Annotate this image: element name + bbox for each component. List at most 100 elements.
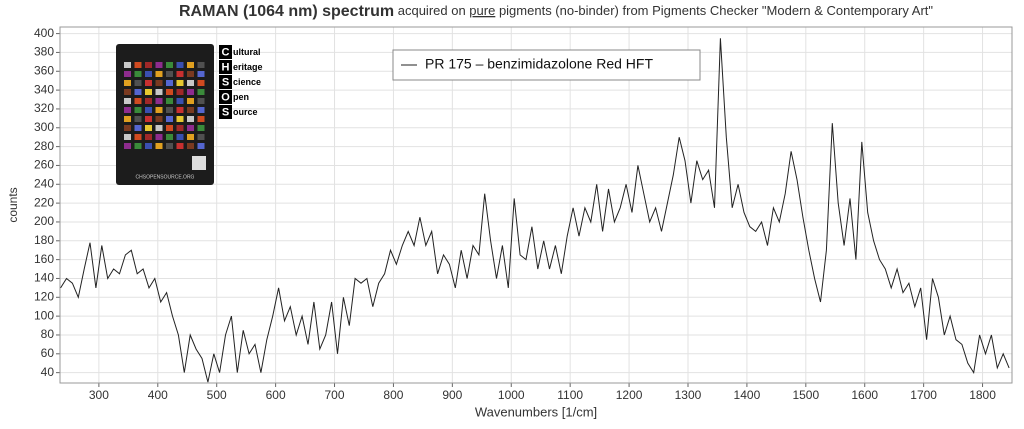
inset-swatch [176, 62, 184, 68]
x-tick-label: 1100 [557, 388, 583, 402]
logo-letter: S [222, 106, 229, 118]
inset-swatch [134, 89, 142, 95]
inset-swatch [166, 134, 173, 140]
inset-swatch [134, 107, 142, 113]
title-part: pigments (no-binder) from Pigments Check… [495, 3, 933, 18]
logo-letter: S [222, 76, 229, 88]
inset-swatch [134, 134, 142, 140]
inset-swatch [187, 116, 194, 122]
inset-swatch [124, 89, 131, 95]
legend-box [392, 49, 701, 81]
inset-swatch [166, 107, 173, 113]
plot-frame [59, 26, 1013, 384]
inset-swatch [145, 71, 152, 77]
inset-swatch [124, 116, 131, 122]
inset-swatch [176, 80, 184, 86]
inset-swatch [145, 143, 152, 149]
inset-swatch [124, 134, 131, 140]
y-tick-label: 160 [34, 252, 54, 266]
inset-swatch [145, 62, 152, 68]
inset-swatch [124, 62, 131, 68]
inset-swatch [197, 62, 205, 68]
inset-swatch [155, 89, 163, 95]
inset-swatch [155, 80, 163, 86]
logo-box [219, 75, 232, 89]
logo-word: eritage [233, 62, 263, 72]
inset-swatch [166, 98, 173, 104]
inset-swatch [187, 71, 194, 77]
inset-swatch [187, 62, 194, 68]
title-part: pure [469, 3, 495, 18]
inset-swatch [155, 143, 163, 149]
inset-swatch [187, 125, 194, 131]
y-tick-label: 380 [34, 45, 54, 59]
inset-swatch [197, 107, 205, 113]
inset-swatch [166, 62, 173, 68]
title-part: RAMAN (1064 nm) spectrum [179, 3, 394, 20]
inset-swatch [124, 98, 131, 104]
logo-box [219, 90, 232, 104]
inset-swatch [145, 80, 152, 86]
x-axis-label: Wavenumbers [1/cm] [475, 404, 597, 419]
inset-swatch [197, 134, 205, 140]
x-tick-label: 1000 [498, 388, 525, 402]
inset-swatch [187, 80, 194, 86]
inset-swatch [197, 80, 205, 86]
inset-photo [116, 44, 214, 185]
inset-swatch [145, 98, 152, 104]
inset-swatch [134, 71, 142, 77]
x-tick-label: 1500 [792, 388, 819, 402]
y-tick-label: 140 [34, 271, 54, 285]
inset-swatch [124, 125, 131, 131]
inset-swatch [134, 80, 142, 86]
inset-swatch [176, 98, 184, 104]
x-tick-label: 1200 [616, 388, 643, 402]
inset-swatch [197, 98, 205, 104]
logo-word: ultural [233, 47, 261, 57]
inset-swatch [176, 89, 184, 95]
legend-label: PR 175 – benzimidazolone Red HFT [425, 56, 653, 72]
inset-swatch [166, 125, 173, 131]
inset-swatch [187, 143, 194, 149]
inset-swatch [155, 98, 163, 104]
x-tick-label: 1600 [851, 388, 878, 402]
logo-letter: O [221, 91, 230, 103]
x-tick-label: 1400 [734, 388, 761, 402]
inset-swatch [197, 89, 205, 95]
inset-swatch [176, 143, 184, 149]
inset-swatch [145, 107, 152, 113]
inset-swatch [197, 125, 205, 131]
inset-qr [192, 156, 206, 170]
inset-swatch [145, 89, 152, 95]
inset-swatch [187, 98, 194, 104]
inset-swatch [124, 143, 131, 149]
inset-swatch [187, 134, 194, 140]
inset-swatch [197, 143, 205, 149]
inset-swatch [176, 107, 184, 113]
inset-swatch [124, 71, 131, 77]
x-tick-label: 600 [266, 388, 286, 402]
logo-word: pen [233, 92, 249, 102]
inset-swatch [155, 116, 163, 122]
inset-caption: CHSOPENSOURCE.ORG [136, 174, 195, 180]
y-tick-label: 220 [34, 195, 54, 209]
inset-swatch [145, 125, 152, 131]
logo-box [219, 105, 232, 119]
inset-swatch [176, 116, 184, 122]
y-tick-label: 120 [34, 289, 54, 303]
inset-swatch [176, 71, 184, 77]
x-tick-label: 400 [148, 388, 168, 402]
y-tick-label: 260 [34, 158, 54, 172]
y-tick-label: 180 [34, 233, 54, 247]
logo-word: cience [233, 77, 261, 87]
inset-swatch [166, 80, 173, 86]
y-tick-label: 300 [34, 120, 54, 134]
x-tick-label: 800 [383, 388, 403, 402]
inset-swatch [197, 71, 205, 77]
logo-letter: C [222, 46, 230, 58]
y-tick-label: 400 [34, 26, 54, 40]
logo-box [219, 60, 232, 74]
inset-swatch [124, 107, 131, 113]
